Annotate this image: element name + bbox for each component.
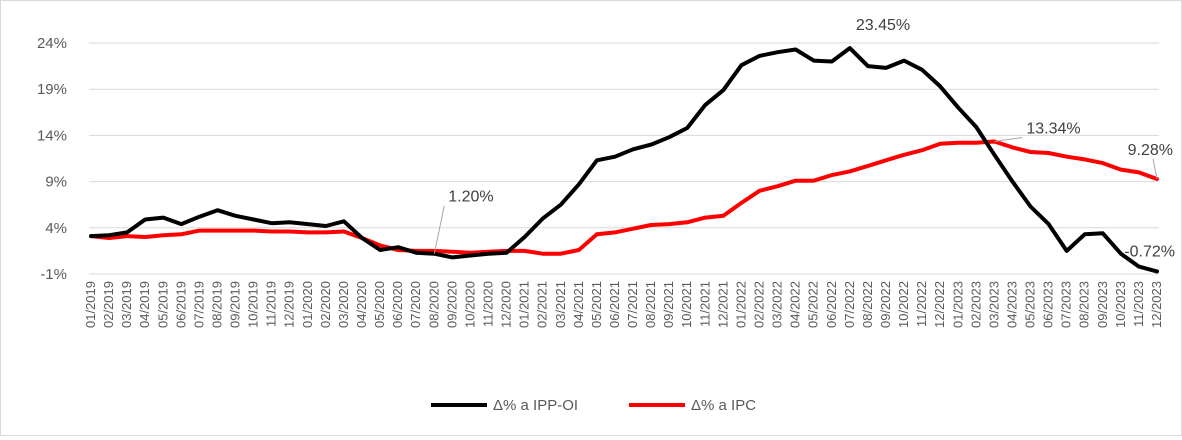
x-tick-label: 07/2021 [625,281,640,328]
x-tick-label: 08/2023 [1077,281,1092,328]
x-tick-label: 11/2021 [697,281,712,327]
data-label: 23.45% [856,17,910,34]
x-tick-label: 06/2022 [824,281,839,328]
x-tick-label: 08/2021 [643,281,658,328]
x-tick-label: 02/2020 [318,281,333,328]
legend: Δ% a IPP-OI Δ% a IPC [431,397,756,414]
x-tick-label: 01/2021 [517,281,532,328]
x-tick-label: 12/2022 [932,281,947,328]
y-tick-label: 14% [37,127,67,144]
x-tick-label: 09/2021 [661,281,676,328]
y-tick-label: 9% [45,174,67,191]
x-tick-label: 05/2022 [806,281,821,328]
x-tick-label: 08/2020 [426,281,441,328]
annotation-leader [433,205,445,254]
x-axis-ticks: 01/2019 02/2019 03/2019 04/2019 05/2019 06/20… [83,281,1164,328]
x-tick-label: 07/2022 [842,281,857,328]
x-tick-label: 04/2021 [571,281,586,328]
x-tick-label: 04/2020 [354,281,369,328]
x-tick-label: 01/2023 [950,281,965,328]
y-tick-label: 19% [37,81,67,98]
x-tick-label: 10/2019 [246,281,261,328]
legend-item-ipc: Δ% a IPC [629,397,756,414]
x-tick-label: 12/2023 [1149,281,1164,328]
x-tick-label: 04/2022 [788,281,803,328]
x-tick-label: 09/2022 [878,281,893,328]
x-tick-label: 06/2019 [173,281,188,328]
data-label: 9.28% [1128,142,1173,159]
data-label: -0.72% [1124,243,1175,260]
legend-item-ipp-oi: Δ% a IPP-OI [431,397,578,414]
y-tick-label: 24% [37,35,67,52]
x-tick-label: 09/2020 [444,281,459,328]
y-tick-label: -1% [40,266,67,283]
gridlines [89,42,1159,275]
x-tick-label: 06/2020 [390,281,405,328]
x-tick-label: 03/2021 [553,281,568,328]
x-tick-label: 01/2019 [83,281,98,328]
x-tick-label: 03/2019 [119,281,134,328]
x-tick-label: 04/2019 [137,281,152,328]
x-tick-label: 12/2021 [715,281,730,328]
x-tick-label: 09/2023 [1095,281,1110,328]
annotation-leader [1152,158,1158,180]
x-tick-label: 07/2020 [408,281,423,328]
x-tick-label: 11/2019 [264,281,279,327]
legend-label-ipp-oi: Δ% a IPP-OI [493,397,578,414]
data-label: 1.20% [448,189,493,206]
x-tick-label: 06/2023 [1041,281,1056,328]
x-tick-label: 08/2022 [860,281,875,328]
series-line-ipc [89,139,1159,256]
y-tick-label: 4% [45,220,67,237]
x-tick-label: 01/2020 [300,281,315,328]
x-tick-label: 01/2022 [733,281,748,328]
x-tick-label: 04/2023 [1004,281,1019,328]
x-tick-label: 06/2021 [607,281,622,328]
x-tick-label: 10/2022 [896,281,911,328]
x-tick-label: 03/2020 [336,281,351,328]
series-lines [89,46,1159,274]
x-tick-label: 02/2021 [535,281,550,328]
x-tick-label: 07/2019 [191,281,206,328]
y-axis-ticks: -1% 4% 9% 14% 19% 24% [37,35,67,283]
x-tick-label: 09/2019 [228,281,243,328]
x-tick-label: 10/2021 [679,281,694,328]
x-tick-label: 11/2023 [1131,281,1146,327]
x-tick-label: 03/2022 [770,281,785,328]
data-label: 13.34% [1026,120,1080,137]
x-tick-label: 02/2019 [101,281,116,328]
data-annotations: 1.20% 23.45% 13.34% 9.28% -0.72% [433,17,1175,260]
series-line-ipp-oi [89,46,1159,274]
x-tick-label: 05/2023 [1023,281,1038,328]
x-tick-label: 07/2023 [1059,281,1074,328]
x-tick-label: 11/2022 [914,281,929,327]
x-tick-label: 05/2019 [155,281,170,328]
x-tick-label: 05/2020 [372,281,387,328]
x-tick-label: 05/2021 [589,281,604,328]
x-tick-label: 02/2023 [968,281,983,328]
x-tick-label: 02/2022 [752,281,767,328]
x-tick-label: 12/2019 [282,281,297,328]
annotation-leader [994,137,1023,142]
x-tick-label: 10/2023 [1113,281,1128,328]
x-tick-label: 11/2020 [480,281,495,327]
x-tick-label: 10/2020 [462,281,477,328]
x-tick-label: 12/2020 [499,281,514,328]
x-tick-label: 08/2019 [209,281,224,328]
legend-label-ipc: Δ% a IPC [691,397,756,414]
x-tick-label: 03/2023 [986,281,1001,328]
